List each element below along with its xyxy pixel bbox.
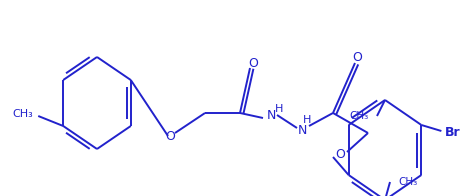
Text: CH₃: CH₃ [398, 177, 417, 187]
Text: H: H [303, 115, 311, 125]
Text: N: N [297, 123, 307, 136]
Text: O: O [165, 131, 175, 143]
Text: CH₃: CH₃ [350, 111, 369, 121]
Text: N: N [266, 109, 276, 122]
Text: CH₃: CH₃ [13, 109, 33, 119]
Text: O: O [335, 149, 345, 162]
Text: O: O [248, 56, 258, 70]
Text: H: H [275, 104, 283, 114]
Text: O: O [352, 51, 362, 64]
Text: Br: Br [445, 126, 461, 140]
